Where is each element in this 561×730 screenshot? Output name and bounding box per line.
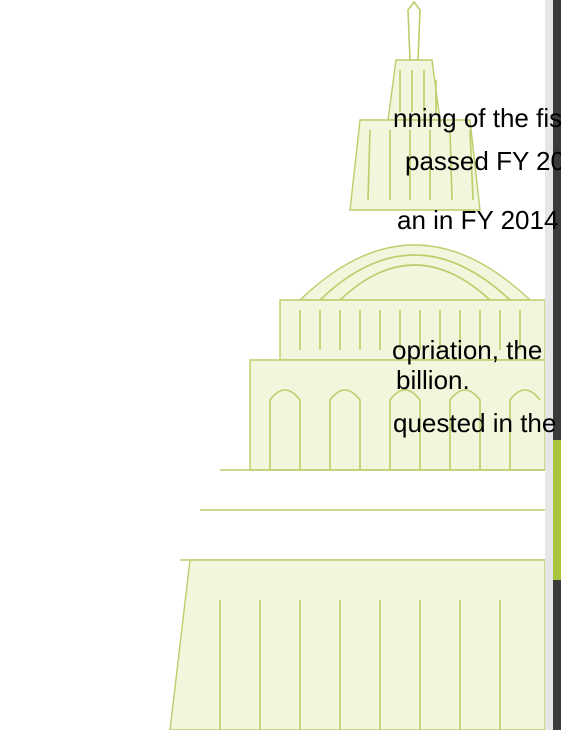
text-line: billion.: [396, 365, 470, 395]
text-line: an in FY 2014: [397, 205, 558, 235]
side-strip: [545, 0, 553, 730]
text-line: quested in the budget: [393, 408, 561, 438]
side-bar: [553, 0, 561, 730]
side-accent: [553, 440, 561, 580]
text-line: passed FY 2015: [405, 146, 561, 176]
text-line: nning of the fiscal year: [393, 103, 561, 133]
text-line: opriation, the: [392, 335, 542, 365]
capitol-background: [169, 0, 546, 730]
